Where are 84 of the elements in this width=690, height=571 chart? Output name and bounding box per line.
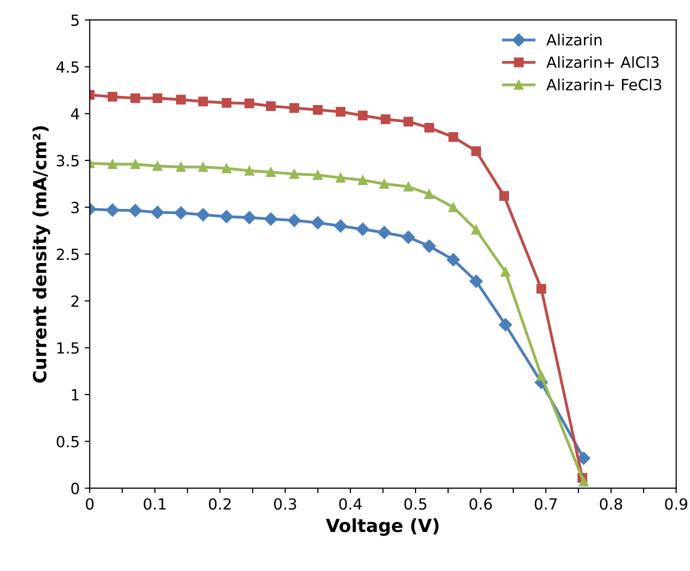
point (152, 161, 162, 171)
point (311, 216, 324, 230)
point (312, 170, 323, 180)
point (130, 93, 140, 104)
point (222, 164, 232, 174)
point (128, 204, 142, 218)
x-tick-label: 0 (86, 498, 94, 510)
point (336, 106, 346, 117)
point (198, 96, 208, 106)
point (176, 94, 186, 104)
y-tick-label: 2 (71, 295, 78, 307)
y-tick-label: 3.5 (56, 154, 79, 166)
x-axis-title: Voltage (V) (326, 518, 439, 536)
x-tick-label: 0.8 (600, 498, 622, 510)
point (266, 167, 276, 178)
x-tick-label: 0.2 (208, 498, 231, 510)
y-tick-label: 1.5 (57, 342, 79, 354)
point (264, 212, 278, 226)
point (446, 253, 460, 266)
y-tick-label: 2.5 (56, 248, 79, 260)
point (242, 210, 256, 224)
point (196, 208, 210, 222)
point (336, 172, 346, 183)
point (288, 214, 301, 227)
y-tick-label: 4.5 (56, 61, 79, 73)
y-tick-label: 1 (72, 389, 79, 400)
point (106, 203, 120, 217)
point (108, 159, 118, 170)
point (358, 110, 368, 120)
y-axis-title: Current density (mA/cm²) (32, 126, 50, 383)
y-tick-label: 0 (71, 482, 79, 494)
point (334, 219, 348, 233)
legend-label: Alizarin+ FeCl3 (546, 78, 662, 90)
x-tick-label: 0.3 (274, 498, 296, 510)
point (266, 101, 276, 111)
legend-label: Alizarin+ AlCl3 (546, 56, 659, 68)
point (108, 92, 118, 102)
point (471, 224, 481, 235)
point (244, 166, 254, 176)
x-tick-label: 0.9 (665, 498, 688, 510)
point (312, 105, 323, 115)
point (174, 206, 188, 220)
point (422, 240, 436, 253)
point (152, 93, 162, 104)
x-tick-label: 0.7 (534, 498, 557, 510)
point (402, 230, 415, 244)
point (536, 370, 546, 381)
point (358, 175, 368, 185)
point (244, 98, 254, 108)
point (378, 226, 391, 240)
x-tick-label: 0.1 (144, 498, 166, 510)
point (379, 179, 390, 189)
point (577, 452, 590, 465)
point (536, 284, 546, 294)
point (289, 169, 300, 179)
y-tick-label: 4 (71, 108, 80, 120)
point (404, 182, 414, 192)
x-tick-label: 0.5 (404, 498, 426, 510)
point (356, 222, 370, 236)
y-tick-label: 5 (71, 14, 79, 26)
point (448, 202, 458, 212)
x-tick-label: 0.4 (339, 498, 362, 510)
y-tick-label: 3 (71, 202, 79, 214)
point (130, 159, 140, 170)
point (198, 162, 208, 172)
point (470, 274, 483, 288)
point (500, 267, 510, 277)
point (448, 132, 458, 142)
legend-label: Alizarin (546, 34, 602, 46)
point (499, 191, 510, 201)
point (578, 476, 589, 487)
point (222, 98, 232, 108)
point (176, 162, 186, 172)
x-tick-label: 0.6 (470, 498, 492, 510)
point (424, 122, 434, 133)
y-tick-label: 0.5 (56, 436, 79, 448)
point (289, 103, 300, 113)
point (380, 114, 390, 124)
point (404, 116, 414, 126)
point (498, 318, 512, 332)
point (220, 210, 234, 224)
point (150, 206, 164, 220)
point (424, 189, 434, 200)
point (471, 146, 481, 156)
